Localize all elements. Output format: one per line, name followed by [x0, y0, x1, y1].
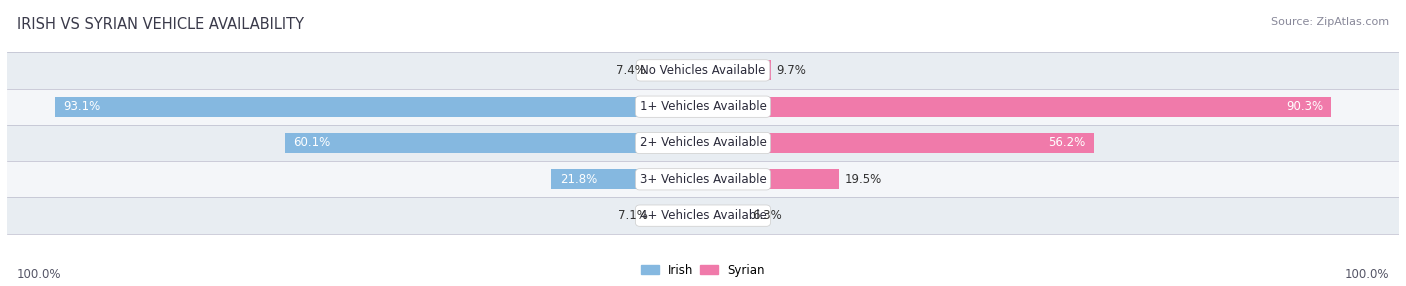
Text: 3+ Vehicles Available: 3+ Vehicles Available — [640, 173, 766, 186]
Bar — [7, 52, 1399, 89]
Text: Source: ZipAtlas.com: Source: ZipAtlas.com — [1271, 17, 1389, 27]
Text: 1+ Vehicles Available: 1+ Vehicles Available — [640, 100, 766, 113]
Text: IRISH VS SYRIAN VEHICLE AVAILABILITY: IRISH VS SYRIAN VEHICLE AVAILABILITY — [17, 17, 304, 32]
Bar — [703, 206, 747, 226]
Legend: Irish, Syrian: Irish, Syrian — [637, 260, 769, 280]
Text: 93.1%: 93.1% — [63, 100, 101, 113]
Text: 21.8%: 21.8% — [560, 173, 598, 186]
Bar — [651, 60, 703, 80]
Bar — [7, 161, 1399, 197]
Text: 7.4%: 7.4% — [616, 64, 645, 77]
Text: 2+ Vehicles Available: 2+ Vehicles Available — [640, 136, 766, 150]
Text: 4+ Vehicles Available: 4+ Vehicles Available — [640, 209, 766, 222]
Text: 90.3%: 90.3% — [1286, 100, 1323, 113]
Bar — [703, 133, 1094, 153]
Bar — [703, 60, 770, 80]
Bar — [7, 125, 1399, 161]
Text: 9.7%: 9.7% — [776, 64, 806, 77]
Bar — [703, 97, 1331, 117]
Bar — [7, 197, 1399, 234]
Text: 7.1%: 7.1% — [619, 209, 648, 222]
Bar — [654, 206, 703, 226]
Bar — [55, 97, 703, 117]
Text: 100.0%: 100.0% — [17, 268, 62, 281]
Text: 100.0%: 100.0% — [1344, 268, 1389, 281]
Text: 56.2%: 56.2% — [1049, 136, 1085, 150]
Text: 19.5%: 19.5% — [844, 173, 882, 186]
Text: 6.3%: 6.3% — [752, 209, 782, 222]
Bar — [703, 169, 839, 189]
Text: 60.1%: 60.1% — [292, 136, 330, 150]
Bar — [551, 169, 703, 189]
Text: No Vehicles Available: No Vehicles Available — [640, 64, 766, 77]
Bar — [285, 133, 703, 153]
Bar — [7, 89, 1399, 125]
